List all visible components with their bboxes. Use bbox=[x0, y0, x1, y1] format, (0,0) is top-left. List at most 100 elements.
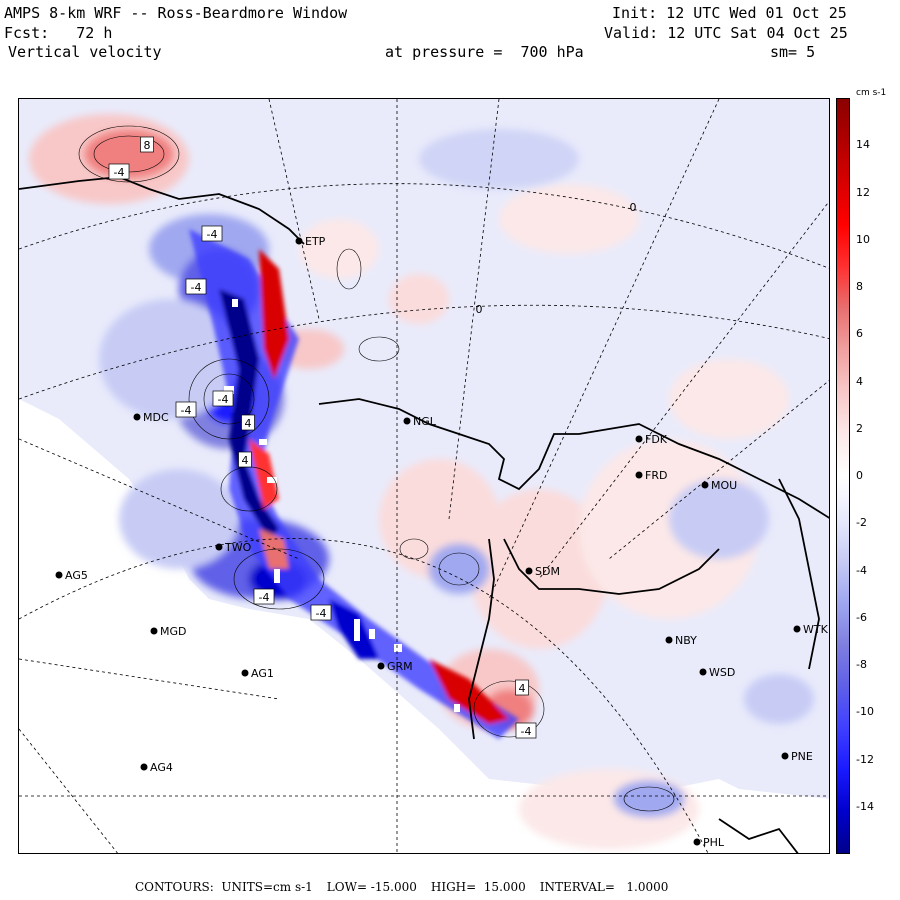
station-ngl: NGL bbox=[403, 415, 437, 428]
station-marker bbox=[693, 838, 701, 846]
colorbar-tick: -10 bbox=[856, 705, 874, 719]
station-layer: MDC NGL FDK FRD MOU TWO AG5 SDM MGD NBY AG1 GRM WSD A… bbox=[55, 136, 829, 849]
station-label: GRM bbox=[387, 660, 413, 673]
station-ag1: AG1 bbox=[241, 667, 274, 680]
contour-label: 4 bbox=[515, 679, 529, 696]
contour-label: 4 bbox=[238, 451, 252, 468]
station-sdm: SDM bbox=[525, 565, 560, 578]
station-label: WTK bbox=[803, 623, 829, 636]
station-ag5: AG5 bbox=[55, 569, 88, 582]
station-pne: PNE bbox=[781, 750, 813, 763]
svg-text:-4: -4 bbox=[181, 404, 192, 417]
contour-label: -4 bbox=[185, 278, 207, 295]
station-label: AG4 bbox=[150, 761, 173, 774]
svg-text:-4: -4 bbox=[259, 591, 270, 604]
svg-text:4: 4 bbox=[245, 417, 252, 430]
colorbar-tick: -14 bbox=[856, 799, 874, 813]
colorbar-tick: 8 bbox=[856, 280, 863, 293]
station-label: WSD bbox=[709, 666, 735, 679]
contour-label: 4 bbox=[241, 414, 255, 431]
smoothing: sm= 5 bbox=[770, 43, 816, 61]
negative-regions bbox=[99, 129, 814, 817]
svg-text:-4: -4 bbox=[521, 725, 532, 738]
colorbar-tick: -12 bbox=[856, 752, 874, 766]
station-label: PNE bbox=[791, 750, 813, 763]
svg-text:0: 0 bbox=[630, 201, 637, 214]
contour-label: -4 bbox=[253, 588, 275, 605]
contour-label: 0 bbox=[476, 303, 483, 316]
pressure-level: at pressure = 700 hPa bbox=[385, 43, 584, 61]
station-fdk: FDK bbox=[635, 433, 668, 446]
station-label: PHL bbox=[703, 836, 725, 849]
station-label: FDK bbox=[645, 433, 668, 446]
contour-label: 0 bbox=[630, 201, 637, 214]
svg-text:-4: -4 bbox=[218, 393, 229, 406]
footer-interval: INTERVAL= 1.0000 bbox=[539, 880, 669, 894]
colorbar-tick: -8 bbox=[856, 658, 867, 671]
svg-text:4: 4 bbox=[519, 682, 526, 695]
model-title: AMPS 8-km WRF -- Ross-Beardmore Window bbox=[4, 4, 348, 22]
station-grm: GRM bbox=[377, 660, 413, 673]
footer: CONTOURS: UNITS=cm s-1 LOW= -15.000 HIGH= … bbox=[135, 880, 682, 894]
station-marker bbox=[635, 471, 643, 479]
contour-label: -4 bbox=[201, 225, 223, 242]
footer-low: LOW= -15.000 bbox=[326, 880, 417, 894]
contour-label: -4 bbox=[212, 390, 234, 407]
contour-label: -4 bbox=[175, 401, 197, 418]
station-marker bbox=[377, 662, 385, 670]
footer-high: HIGH= 15.000 bbox=[430, 880, 526, 894]
station-marker bbox=[215, 543, 223, 551]
station-marker bbox=[793, 625, 801, 633]
svg-text:4: 4 bbox=[242, 454, 249, 467]
contour-label: -4 bbox=[310, 604, 332, 621]
station-wtk: WTK bbox=[793, 623, 829, 636]
contour-label: 8 bbox=[140, 136, 154, 153]
colorbar-tick: 10 bbox=[856, 232, 870, 246]
contour-label: -4 bbox=[108, 163, 130, 180]
station-label: TWO bbox=[224, 541, 252, 554]
terrain-gaps bbox=[224, 299, 460, 712]
station-mou: MOU bbox=[701, 479, 737, 492]
station-mgd: MGD bbox=[150, 625, 187, 638]
colorbar-tick: 2 bbox=[856, 421, 863, 435]
forecast-hour: Fcst: 72 h bbox=[4, 24, 113, 42]
station-marker bbox=[295, 237, 303, 245]
colorbar-tick: 14 bbox=[856, 138, 870, 152]
station-marker bbox=[133, 413, 141, 421]
station-label: MOU bbox=[711, 479, 737, 492]
colorbar-tick: 12 bbox=[856, 185, 870, 199]
init-time: Init: 12 UTC Wed 01 Oct 25 bbox=[612, 4, 847, 22]
footer-contours: CONTOURS: UNITS=cm s-1 bbox=[135, 880, 313, 894]
latlon-grid bbox=[19, 99, 829, 853]
station-wsd: WSD bbox=[699, 666, 735, 679]
station-etp: ETP bbox=[295, 235, 326, 248]
colorbar-tick: -6 bbox=[856, 610, 867, 624]
map-canvas bbox=[19, 99, 829, 853]
station-marker bbox=[701, 481, 709, 489]
station-phl: PHL bbox=[693, 836, 725, 849]
plateau-region bbox=[19, 399, 829, 853]
station-label: NBY bbox=[675, 634, 697, 647]
svg-text:-4: -4 bbox=[316, 607, 327, 620]
vertical-velocity-map: MDC NGL FDK FRD MOU TWO AG5 SDM MGD NBY AG1 GRM WSD A… bbox=[18, 98, 830, 854]
station-nby: NBY bbox=[665, 634, 697, 647]
colorbar-tick: -4 bbox=[856, 563, 867, 577]
colorbar bbox=[836, 98, 850, 854]
colorbar-tick: -2 bbox=[856, 516, 867, 530]
station-ag4: AG4 bbox=[140, 761, 173, 774]
station-frd: FRD bbox=[635, 469, 667, 482]
station-label: MGD bbox=[160, 625, 187, 638]
station-marker bbox=[55, 571, 63, 579]
station-marker bbox=[665, 636, 673, 644]
station-label: AG1 bbox=[251, 667, 274, 680]
station-marker bbox=[403, 417, 411, 425]
svg-text:-4: -4 bbox=[114, 166, 125, 179]
field-name: Vertical velocity bbox=[8, 43, 162, 61]
svg-text:-4: -4 bbox=[207, 228, 218, 241]
station-label: NGL bbox=[413, 415, 437, 428]
colorbar-units: cm s-1 bbox=[856, 88, 887, 98]
station-marker bbox=[140, 763, 148, 771]
colorbar-tick: 0 bbox=[856, 469, 863, 482]
station-marker bbox=[241, 669, 249, 677]
station-label: AG5 bbox=[65, 569, 88, 582]
